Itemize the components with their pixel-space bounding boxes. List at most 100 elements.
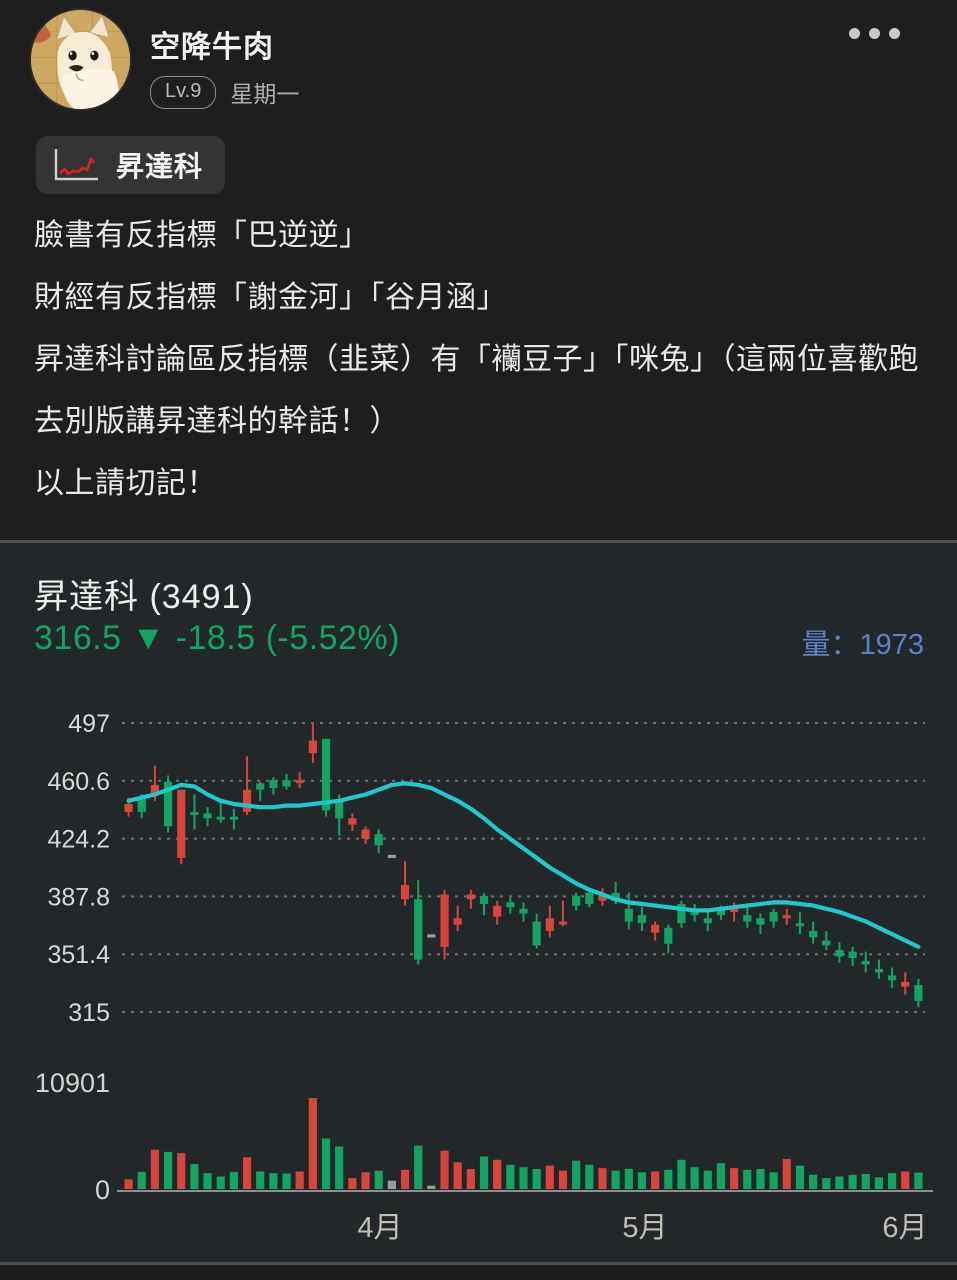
volume-bar: [532, 1168, 541, 1189]
candle: [914, 978, 923, 1008]
volume-bar: [440, 1150, 449, 1189]
chart-svg: 497 460.6 424.2 387.8 351.4 315 10901 0 4月 5月 6月: [35, 710, 933, 1244]
price-tick-label: 460.6: [47, 768, 110, 796]
month-tick-label: 5月: [622, 1212, 667, 1244]
volume-bar: [703, 1170, 712, 1189]
candle: [519, 902, 528, 922]
post-container: 空降牛肉 Lv.9 星期一 昇達科 臉書有反指標「巴逆逆」 財經有反指標「謝金河…: [0, 0, 957, 540]
stock-price-change: 316.5 ▼ -18.5 (-5.52%): [34, 619, 400, 657]
volume-bar: [387, 1180, 396, 1189]
candle: [782, 908, 791, 925]
candle: [479, 892, 489, 916]
volume-bar: [361, 1172, 370, 1189]
volume-bar: [558, 1170, 568, 1189]
volume-bar: [835, 1176, 844, 1189]
candle: [901, 972, 910, 995]
candle: [466, 889, 475, 909]
volume-bar: [400, 1169, 410, 1189]
volume-bar: [506, 1164, 515, 1189]
volume-bar: [427, 1185, 436, 1189]
candle: [861, 951, 870, 973]
candle: [163, 775, 173, 833]
avatar[interactable]: [31, 10, 130, 109]
candle: [361, 826, 370, 844]
volume-tick-label: 10901: [35, 1068, 110, 1098]
candle: [874, 959, 884, 979]
gridlines: [122, 722, 925, 1013]
candle: [664, 924, 673, 954]
volume-bar: [203, 1173, 212, 1189]
price-axis-labels: 497 460.6 424.2 387.8 351.4 315: [47, 710, 110, 1027]
candle: [558, 900, 568, 927]
stock-name-code: 昇達科 (3491): [34, 578, 254, 616]
volume-bar: [769, 1172, 778, 1189]
candle: [598, 888, 607, 906]
level-badge: Lv.9: [150, 75, 217, 109]
volume-bar: [124, 1179, 133, 1189]
ma-line: [126, 781, 921, 949]
candle: [427, 934, 436, 938]
candle: [216, 802, 225, 824]
dog-avatar-icon: [31, 10, 130, 109]
volume-bar: [545, 1165, 554, 1189]
volume-bar: [861, 1173, 870, 1189]
stock-chart-icon: [54, 149, 98, 181]
candle: [203, 807, 212, 827]
ellipsis-dot: [869, 28, 880, 39]
volume-bar: [348, 1178, 357, 1189]
stock-volume: 量：1973: [801, 629, 924, 661]
candle: [348, 813, 357, 831]
post-body: 臉書有反指標「巴逆逆」 財經有反指標「謝金河」「谷月涵」 昇達科討論區反指標（韭…: [34, 219, 919, 500]
candle: [545, 905, 554, 938]
volume-bar: [190, 1163, 199, 1189]
volume-bar: [677, 1159, 686, 1189]
candle: [835, 942, 844, 963]
volume-bar: [611, 1170, 620, 1189]
volume-axis-labels: 10901 0: [35, 1068, 110, 1205]
price-tick-label: 387.8: [47, 883, 110, 911]
candle: [585, 889, 594, 908]
volume-bar: [282, 1173, 291, 1189]
volume-bar: [795, 1165, 805, 1189]
candle: [414, 880, 423, 965]
volume-bar: [743, 1169, 752, 1189]
stock-tag-chip[interactable]: 昇達科: [36, 136, 226, 194]
candle: [282, 773, 291, 790]
candlestick-plot[interactable]: 497 460.6 424.2 387.8 351.4 315 10901 0 4月 5月 6月: [0, 543, 957, 1263]
volume-bar: [163, 1151, 173, 1189]
volume-bar: [782, 1158, 791, 1189]
candle: [651, 921, 660, 941]
volume-bar: [624, 1168, 633, 1189]
candle: [888, 967, 897, 989]
moving-average-line: [126, 781, 921, 949]
volume-bar: [914, 1172, 923, 1189]
post-timestamp: 星期一: [230, 81, 300, 107]
stock-chart-card[interactable]: 昇達科 (3491) 316.5 ▼ -18.5 (-5.52%) 量：1973…: [0, 543, 957, 1263]
volume-bar: [269, 1173, 278, 1189]
candle: [269, 776, 278, 795]
candle: [677, 900, 686, 928]
price-tick-label: 424.2: [47, 826, 110, 854]
volume-bar: [519, 1167, 528, 1189]
author-name[interactable]: 空降牛肉: [150, 31, 274, 64]
candle: [769, 908, 778, 928]
volume-bar: [888, 1173, 897, 1189]
volume-bar: [242, 1157, 252, 1189]
divider-bottom: [0, 1262, 957, 1265]
candle: [295, 772, 304, 789]
candle: [809, 921, 818, 944]
volume-bar: [466, 1168, 475, 1189]
volume-bar: [308, 1098, 317, 1189]
ellipsis-icon[interactable]: [849, 28, 900, 39]
ellipsis-dot: [849, 28, 860, 39]
candle: [572, 892, 581, 911]
volume-bar: [730, 1168, 739, 1189]
candle: [256, 781, 265, 801]
volume-bar: [874, 1177, 884, 1189]
candle: [308, 723, 317, 763]
candle: [400, 861, 410, 906]
volume-bar: [756, 1168, 765, 1189]
volume-bar: [585, 1164, 594, 1189]
post-header: 空降牛肉 Lv.9 星期一: [0, 0, 957, 120]
